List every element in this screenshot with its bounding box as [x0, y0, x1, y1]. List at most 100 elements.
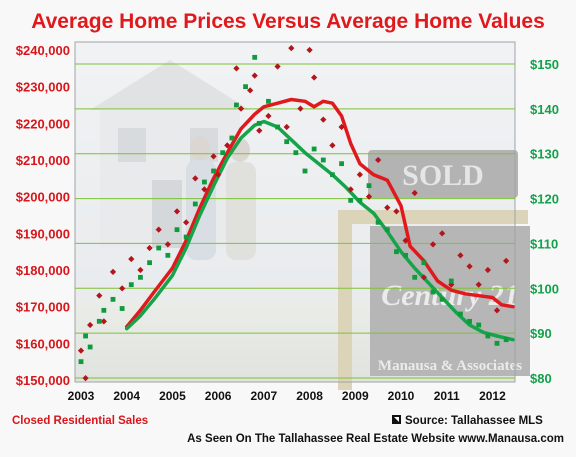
value-point: [320, 157, 326, 163]
x-tick-label: 2009: [342, 389, 369, 403]
value-point: [87, 344, 93, 350]
sold-sign-text: SOLD: [402, 159, 484, 192]
value-point: [275, 124, 280, 130]
sold-sign: [368, 150, 518, 198]
y-right-tick-label: $80: [530, 371, 552, 386]
value-point: [96, 318, 102, 324]
y-left-tick-label: $240,000: [16, 43, 70, 58]
value-point: [156, 245, 162, 251]
x-tick-label: 2011: [434, 389, 460, 403]
y-right-tick-label: $150: [530, 57, 559, 72]
y-left-tick-label: $180,000: [16, 263, 70, 278]
price-point: [237, 105, 245, 112]
value-point: [458, 311, 463, 317]
value-point: [110, 296, 116, 302]
y-right-tick-label: $130: [530, 147, 559, 162]
axes: $80 $90 $100 $110 $120 $130 $140 $150 $150,000 $1…: [16, 43, 559, 403]
value-point: [357, 197, 363, 203]
price-point: [201, 186, 208, 193]
value-point: [366, 183, 372, 189]
y-left-tick-label: $170,000: [16, 300, 70, 315]
value-point: [229, 135, 235, 141]
value-point: [348, 197, 354, 203]
y-left-tick-label: $200,000: [16, 190, 70, 205]
y-right-tick-label: $120: [530, 192, 559, 207]
footer-website: As Seen On The Tallahassee Real Estate W…: [187, 433, 564, 445]
value-point: [439, 296, 445, 302]
value-point: [266, 98, 271, 104]
value-point: [119, 306, 125, 311]
x-tick-label: 2012: [479, 389, 506, 403]
value-point: [83, 333, 88, 339]
plot-area: [74, 41, 516, 383]
value-point: [412, 274, 418, 280]
y-left-tick-label: $210,000: [16, 153, 70, 168]
price-point: [503, 257, 510, 264]
value-point: [192, 201, 198, 207]
price-point: [466, 263, 473, 270]
value-point: [252, 54, 258, 60]
value-point: [339, 161, 344, 167]
y-right-tick-label: $90: [530, 326, 552, 341]
value-point: [311, 146, 317, 152]
series-line: [124, 119, 515, 342]
gridlines: [75, 63, 515, 379]
price-point: [356, 171, 363, 178]
value-point: [293, 150, 299, 156]
x-tick-label: 2008: [296, 389, 323, 403]
price-point: [256, 127, 263, 134]
value-point: [375, 219, 381, 225]
price-point: [173, 208, 181, 215]
value-point: [421, 260, 427, 266]
x-tick-label: 2010: [388, 389, 415, 403]
value-point: [165, 252, 171, 258]
price-point: [247, 87, 254, 94]
value-point: [476, 322, 482, 328]
x-tick-label: 2003: [68, 389, 95, 403]
value-point: [78, 359, 84, 365]
sign-post: [338, 210, 352, 390]
y-right-tick-label: $140: [530, 102, 559, 117]
price-point: [484, 266, 491, 274]
price-point: [475, 281, 482, 288]
price-point: [210, 153, 217, 160]
value-point: [302, 168, 308, 174]
y-left-tick-label: $230,000: [16, 80, 70, 95]
value-point: [494, 340, 500, 346]
price-point: [493, 307, 501, 314]
value-point: [403, 252, 408, 258]
sign-arm: [338, 210, 528, 224]
price-point: [420, 274, 427, 281]
footer-source-text: Source: Tallahassee MLS: [405, 415, 543, 427]
value-point: [330, 172, 335, 178]
chart-title: Average Home Prices Versus Average Home …: [31, 10, 545, 33]
value-point: [243, 84, 248, 90]
value-point: [503, 337, 509, 343]
value-point: [220, 150, 226, 156]
value-point: [128, 282, 134, 288]
y-right-tick-label: $100: [530, 281, 559, 296]
price-point: [146, 244, 153, 252]
value-point: [101, 307, 107, 313]
price-point: [233, 65, 240, 72]
value-point: [394, 249, 399, 255]
value-point: [147, 260, 152, 266]
x-tick-label: 2004: [113, 389, 140, 403]
value-point: [430, 289, 436, 295]
value-point: [211, 168, 216, 174]
y-left-tick-label: $160,000: [16, 336, 70, 351]
y-right-tick-label: $110: [530, 236, 558, 251]
value-point: [384, 227, 390, 233]
value-point: [485, 333, 491, 339]
value-point: [467, 318, 472, 324]
value-point: [202, 179, 207, 185]
x-tick-label: 2007: [251, 389, 278, 403]
value-point: [234, 102, 239, 108]
y-left-tick-label: $190,000: [16, 226, 70, 241]
price-point: [128, 255, 135, 263]
footer-source: Source: Tallahassee MLS: [392, 415, 543, 427]
y-left-tick-label: $220,000: [16, 116, 70, 131]
value-point: [284, 139, 290, 145]
price-point: [384, 204, 391, 211]
